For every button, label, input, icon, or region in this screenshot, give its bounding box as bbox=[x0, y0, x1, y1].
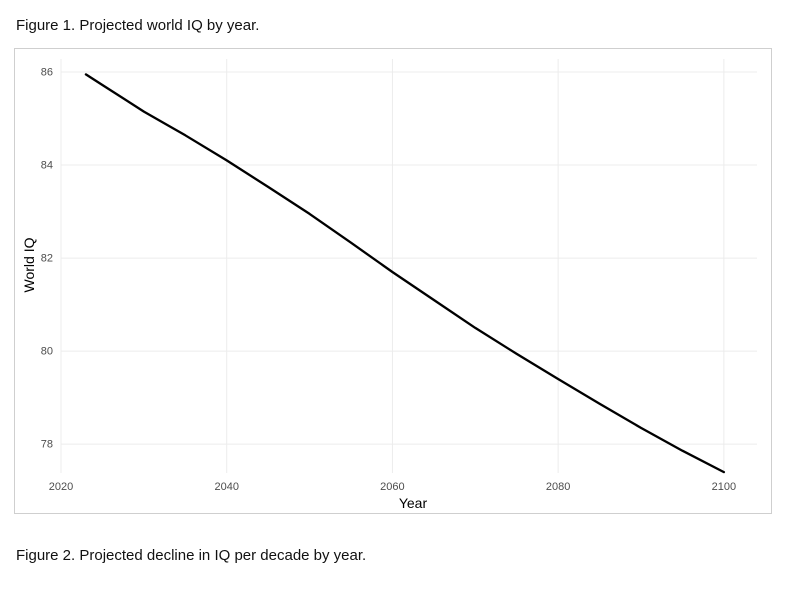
y-tick-label: 82 bbox=[41, 252, 53, 264]
y-axis-title: World IQ bbox=[21, 237, 37, 292]
figure2-caption: Figure 2. Projected decline in IQ per de… bbox=[16, 546, 367, 564]
iq-projection-line bbox=[84, 72, 726, 473]
iq-line-chart-svg: 2020 2040 2060 2080 2100 78 80 82 84 86 bbox=[41, 58, 757, 493]
x-tick-label: 2100 bbox=[712, 481, 736, 493]
x-axis-title: Year bbox=[398, 494, 428, 511]
figure1-chart: 2020 2040 2060 2080 2100 78 80 82 84 86 Year Worl… bbox=[14, 47, 772, 514]
y-tick-label: 80 bbox=[41, 345, 53, 357]
y-tick-label: 78 bbox=[41, 438, 53, 450]
x-tick-label: 2020 bbox=[49, 481, 73, 493]
y-tick-label: 84 bbox=[41, 159, 53, 171]
figure1-caption: Figure 1. Projected world IQ by year. bbox=[16, 17, 260, 34]
x-tick-label: 2040 bbox=[214, 481, 238, 493]
y-tick-label: 86 bbox=[41, 66, 53, 78]
x-tick-label: 2080 bbox=[546, 481, 570, 493]
x-tick-label: 2060 bbox=[380, 481, 404, 493]
